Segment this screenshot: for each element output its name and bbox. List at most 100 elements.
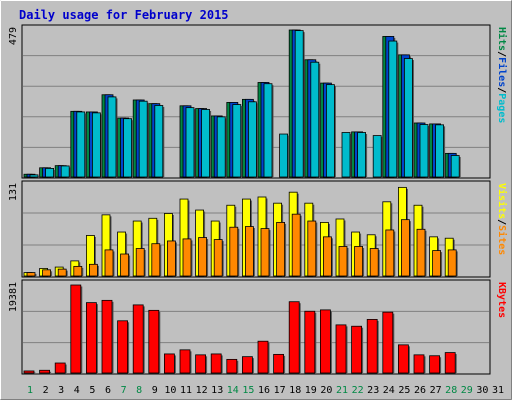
bar-pages-day-2 [45, 168, 54, 178]
bar-sites-day-16 [260, 228, 270, 277]
bar-pages-day-15 [247, 101, 257, 178]
x-tick-label-day-18: 18 [289, 385, 301, 396]
bar-kbytes-day-19 [304, 310, 316, 374]
x-tick-label-day-23: 23 [367, 385, 379, 396]
bar-pages-day-14 [232, 104, 242, 178]
bar-kbytes-day-15 [241, 356, 253, 374]
legend-entry: / [496, 87, 507, 93]
bar-sites-day-8 [135, 248, 145, 277]
legend-entry: / [496, 219, 507, 225]
bar-kbytes-day-28 [444, 352, 456, 374]
legend-entry: Sites [496, 225, 508, 255]
x-tick-label-day-27: 27 [430, 385, 442, 396]
bar-sites-day-15 [244, 226, 254, 277]
bar-kbytes-day-12 [195, 354, 207, 374]
bar-kbytes-day-8 [132, 304, 144, 374]
bar-kbytes-day-14 [226, 358, 238, 374]
x-tick-label-day-16: 16 [258, 385, 270, 396]
x-tick-label-day-22: 22 [352, 385, 364, 396]
bar-pages-day-18 [294, 30, 304, 178]
bar-kbytes-day-2 [39, 369, 50, 374]
bar-pages-day-23 [372, 135, 382, 178]
bar-kbytes-day-24 [382, 311, 394, 374]
bar-kbytes-day-22 [351, 325, 363, 374]
x-tick-label-day-10: 10 [164, 385, 176, 396]
legend: KBytes [496, 282, 507, 318]
bar-sites-day-23 [369, 248, 379, 277]
bar-pages-day-3 [60, 165, 70, 178]
x-tick-label-day-4: 4 [74, 385, 80, 396]
bar-pages-day-1 [29, 174, 39, 178]
x-tick-label-day-15: 15 [242, 385, 254, 396]
bar-kbytes-day-27 [429, 355, 441, 374]
bar-sites-day-26 [416, 228, 426, 277]
bar-kbytes-day-25 [397, 344, 409, 374]
bar-sites-day-18 [291, 213, 301, 277]
y-max-label: 479 [8, 27, 19, 45]
x-tick-label-day-8: 8 [136, 385, 142, 396]
x-tick-label-day-24: 24 [383, 385, 395, 396]
bar-pages-day-21 [341, 132, 351, 178]
bar-pages-day-12 [201, 109, 211, 178]
bar-kbytes-day-23 [366, 319, 378, 374]
x-tick-label-day-1: 1 [27, 385, 33, 396]
bar-kbytes-day-11 [179, 349, 191, 374]
x-tick-label-day-13: 13 [211, 385, 223, 396]
bar-kbytes-day-5 [86, 302, 97, 374]
bar-sites-day-21 [338, 246, 348, 277]
panel-visits-sites: 131 Visits/Sites [8, 180, 508, 278]
bar-kbytes-day-10 [163, 353, 175, 374]
bar-pages-day-19 [310, 61, 320, 178]
bar-sites-day-4 [73, 265, 83, 277]
x-tick-label-day-12: 12 [196, 385, 208, 396]
bar-sites-day-22 [354, 246, 364, 277]
bar-sites-day-27 [432, 250, 442, 277]
x-tick-label-day-21: 21 [336, 385, 348, 396]
panel-border [21, 279, 491, 375]
bar-kbytes-day-13 [210, 353, 222, 374]
bar-pages-day-4 [76, 111, 86, 178]
bar-sites-day-24 [385, 229, 395, 277]
x-tick-label-day-7: 7 [121, 385, 127, 396]
legend-entry: KBytes [496, 282, 507, 318]
x-tick-label-day-29: 29 [461, 385, 473, 396]
bar-sites-day-6 [104, 249, 114, 277]
x-tick-label-day-5: 5 [89, 385, 95, 396]
x-tick-label-day-2: 2 [43, 385, 49, 396]
bar-kbytes-day-16 [257, 340, 269, 374]
bar-pages-day-13 [216, 116, 226, 178]
legend-entry: Files [496, 57, 508, 87]
x-tick-label-day-31: 31 [492, 385, 504, 396]
y-max-label: 131 [8, 183, 19, 201]
bar-kbytes-day-26 [413, 354, 425, 374]
bar-pages-day-9 [154, 105, 164, 178]
bar-sites-day-19 [307, 220, 317, 277]
bar-pages-day-6 [107, 96, 117, 178]
bar-sites-day-25 [400, 219, 410, 277]
bar-sites-day-10 [166, 240, 176, 277]
bar-sites-day-5 [89, 263, 98, 277]
bar-pages-day-25 [403, 58, 413, 178]
bar-sites-day-13 [213, 239, 223, 277]
x-tick-label-day-17: 17 [274, 385, 286, 396]
bar-sites-day-17 [276, 222, 286, 277]
x-tick-label-day-6: 6 [105, 385, 111, 396]
chart-title: Daily usage for February 2015 [19, 8, 229, 22]
bar-pages-day-17 [279, 133, 289, 178]
bar-kbytes-day-18 [288, 301, 300, 374]
x-tick-label-day-14: 14 [227, 385, 239, 396]
bar-kbytes-day-7 [117, 320, 128, 374]
panel-border [21, 180, 491, 278]
bar-pages-day-22 [357, 132, 367, 178]
x-tick-label-day-3: 3 [58, 385, 64, 396]
panel-hits-files-pages: 479 Hits/Files/Pages [8, 24, 508, 179]
bar-sites-day-12 [198, 237, 208, 277]
bar-pages-day-24 [388, 40, 398, 178]
y-max-label: 19381 [8, 282, 19, 312]
legend-entry: Hits [496, 27, 508, 51]
x-axis-labels: 1 2 3 4 5 6 7 8 9 10 11 12 13 14 15 16 17 18 19 20 21 22 23 24 2… [27, 385, 504, 396]
x-tick-label-day-30: 30 [476, 385, 488, 396]
bar-pages-day-8 [138, 100, 148, 178]
